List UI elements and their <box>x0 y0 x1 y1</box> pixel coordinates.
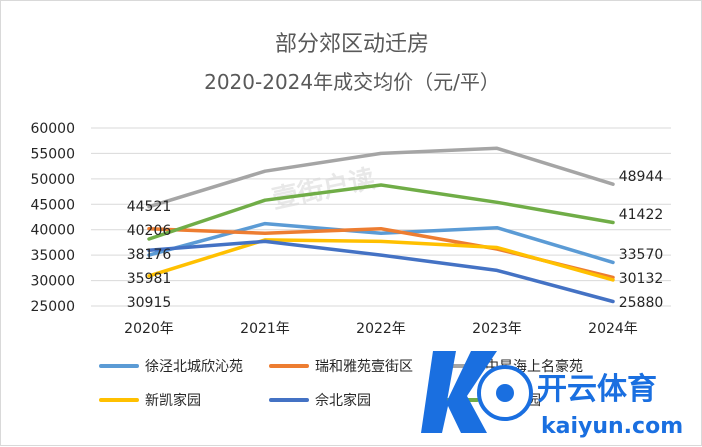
data-label: 48944 <box>619 169 664 185</box>
data-label: 30915 <box>127 295 172 311</box>
series-lines <box>147 146 615 304</box>
legend-label: 瑞和雅苑壹街区 <box>315 359 413 375</box>
x-axis-ticks: 2020年 2021年 2022年 2023年 2024年 <box>124 321 638 337</box>
y-tick-label: 35000 <box>30 248 75 264</box>
kaiyun-logo: 开云体育 kaiyun.com <box>421 351 683 439</box>
data-label: 30132 <box>619 271 664 287</box>
x-tick-label: 2024年 <box>588 321 638 337</box>
x-tick-label: 2021年 <box>240 321 290 337</box>
chart-title: 部分郊区动迁房 <box>275 32 429 57</box>
series-line-0 <box>147 221 615 265</box>
data-label: 35981 <box>127 271 172 287</box>
x-tick-label: 2020年 <box>124 321 174 337</box>
data-label: 25880 <box>619 295 664 311</box>
kaiyun-logo-icon <box>421 351 533 433</box>
series-line-3 <box>147 238 615 282</box>
kaiyun-logo-text: 开云体育 <box>537 372 657 407</box>
y-tick-label: 25000 <box>30 299 75 315</box>
legend-label: 徐泾北城欣沁苑 <box>145 359 243 375</box>
y-axis-ticks: 25000 30000 35000 40000 45000 50000 55000 60000 <box>30 121 75 315</box>
kaiyun-url-text: kaiyun.com <box>541 414 683 439</box>
x-tick-label: 2022年 <box>356 321 406 337</box>
series-line-2 <box>147 146 615 209</box>
data-label: 38176 <box>127 247 172 263</box>
data-labels: 44521 40206 38176 35981 30915 48944 41422 33570… <box>127 169 664 311</box>
data-label: 41422 <box>619 207 664 223</box>
y-tick-label: 40000 <box>30 223 75 239</box>
series-line-4 <box>147 239 615 304</box>
legend-label: 新凯家园 <box>145 392 201 409</box>
x-tick-label: 2023年 <box>472 321 522 337</box>
y-tick-label: 30000 <box>30 274 75 290</box>
data-label: 33570 <box>619 247 664 263</box>
chart-subtitle: 2020-2024年成交均价（元/平） <box>204 70 500 94</box>
y-tick-label: 50000 <box>30 172 75 188</box>
legend-label: 佘北家园 <box>315 392 371 409</box>
data-label: 44521 <box>127 199 172 215</box>
y-tick-label: 60000 <box>30 121 75 137</box>
y-tick-label: 45000 <box>30 197 75 213</box>
y-tick-label: 55000 <box>30 146 75 162</box>
data-label: 40206 <box>127 223 172 239</box>
series-line-5 <box>147 183 615 241</box>
